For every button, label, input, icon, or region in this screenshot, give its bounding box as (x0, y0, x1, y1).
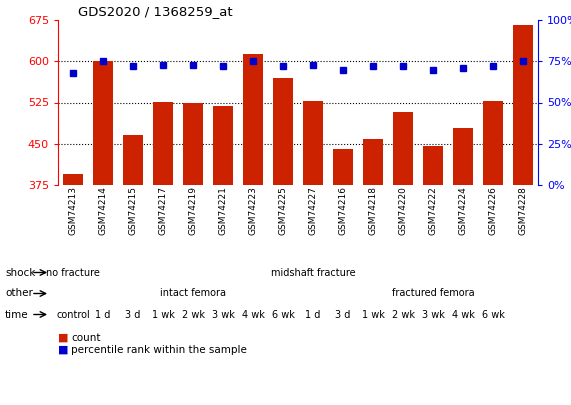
Text: ■: ■ (58, 345, 69, 355)
Bar (63, 174, 83, 185)
Text: time: time (5, 309, 29, 320)
Text: percentile rank within the sample: percentile rank within the sample (71, 345, 247, 355)
Text: control: control (56, 309, 90, 320)
Text: 2 wk: 2 wk (392, 309, 415, 320)
Bar (274, 78, 293, 185)
Bar (393, 112, 413, 185)
Text: 3 d: 3 d (125, 309, 140, 320)
Bar (483, 101, 502, 185)
Text: 4 wk: 4 wk (242, 309, 264, 320)
Text: 3 wk: 3 wk (421, 309, 444, 320)
Text: 3 wk: 3 wk (212, 309, 235, 320)
Text: midshaft fracture: midshaft fracture (271, 267, 355, 277)
Bar (453, 128, 473, 185)
Text: 6 wk: 6 wk (272, 309, 295, 320)
Text: count: count (71, 333, 100, 343)
Bar (423, 146, 443, 185)
Text: 6 wk: 6 wk (481, 309, 504, 320)
Text: 1 wk: 1 wk (151, 309, 174, 320)
Text: 3 d: 3 d (335, 309, 351, 320)
Bar (303, 101, 323, 185)
Text: 1 d: 1 d (95, 309, 111, 320)
Text: GDS2020 / 1368259_at: GDS2020 / 1368259_at (78, 5, 232, 18)
Bar (153, 102, 173, 185)
Text: intact femora: intact femora (160, 288, 226, 298)
Text: 2 wk: 2 wk (182, 309, 204, 320)
Bar (93, 61, 112, 185)
Bar (333, 149, 353, 185)
Bar (213, 107, 233, 185)
Text: 1 wk: 1 wk (361, 309, 384, 320)
Bar (513, 26, 533, 185)
Bar (183, 103, 203, 185)
Text: no fracture: no fracture (46, 267, 100, 277)
Text: other: other (5, 288, 33, 298)
Text: fractured femora: fractured femora (392, 288, 475, 298)
Bar (363, 139, 383, 185)
Text: shock: shock (5, 267, 35, 277)
Bar (243, 53, 263, 185)
Text: 4 wk: 4 wk (452, 309, 475, 320)
Bar (123, 136, 143, 185)
Text: ■: ■ (58, 333, 69, 343)
Text: 1 d: 1 d (305, 309, 321, 320)
